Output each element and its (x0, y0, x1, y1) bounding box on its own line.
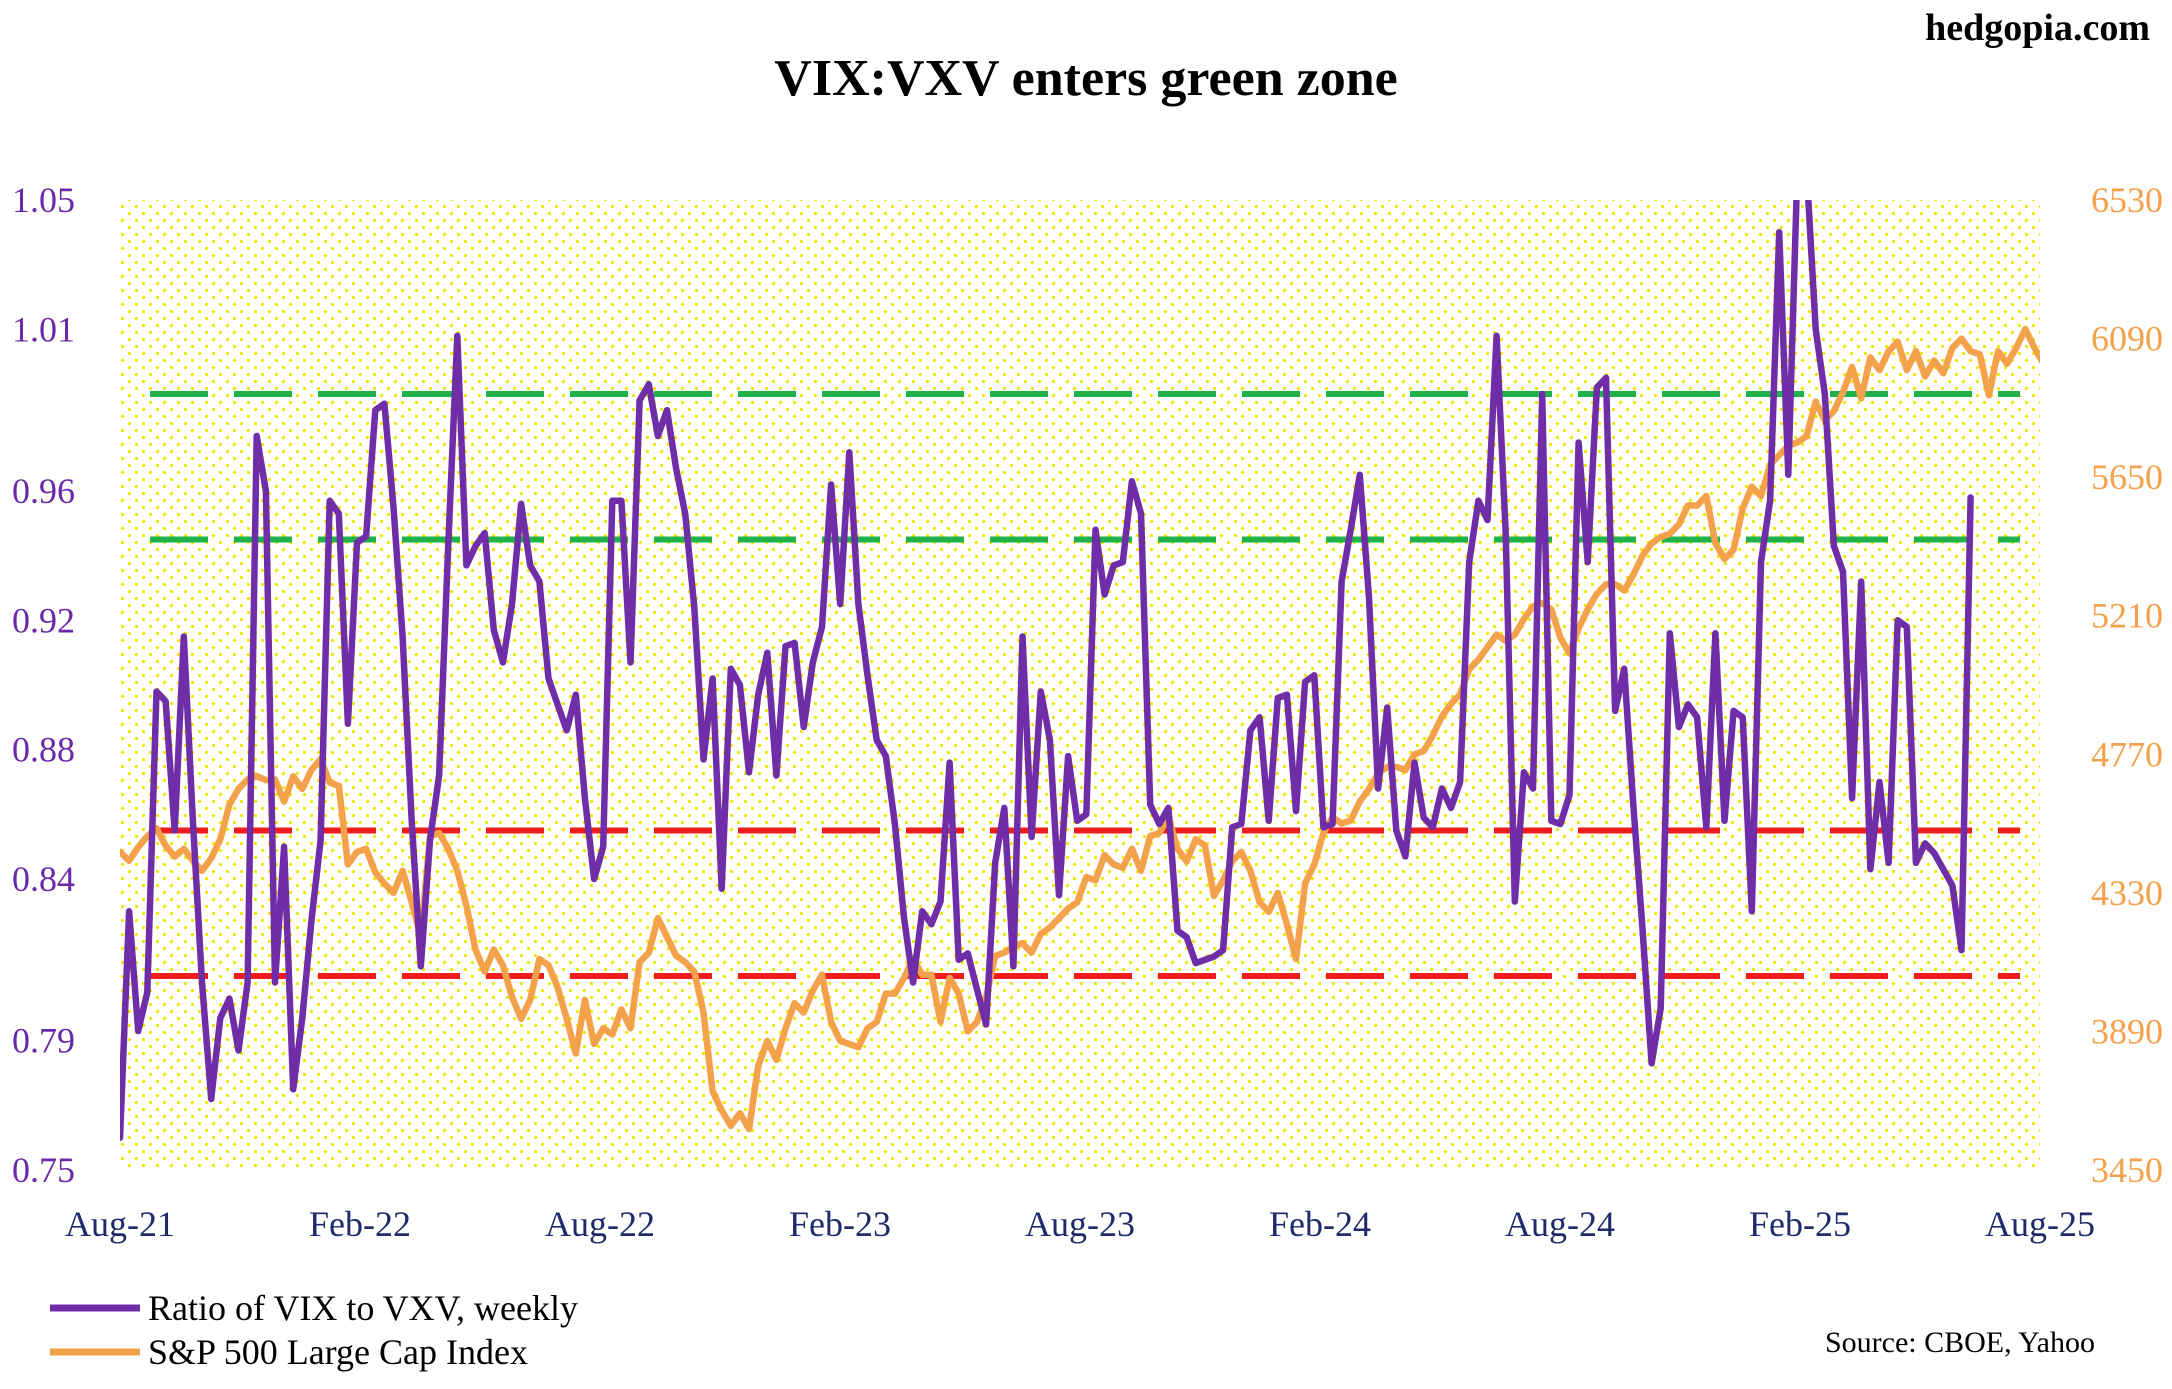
x-tick-label: Aug-24 (1505, 1204, 1615, 1244)
right-tick-label: 6090 (2091, 319, 2163, 359)
series-line-vix-ratio (120, 200, 1974, 1141)
x-axis: Aug-21 Feb-22 Aug-22 Feb-23 Aug-23 Feb-24 Aug-… (65, 1204, 2095, 1244)
left-tick-label: 1.01 (12, 309, 75, 349)
right-tick-label: 3890 (2091, 1011, 2163, 1051)
x-tick-label: Aug-23 (1025, 1204, 1135, 1244)
left-tick-label: 0.92 (12, 600, 75, 640)
watermark: hedgopia.com (1925, 7, 2150, 49)
legend-label-sp500: S&P 500 Large Cap Index (148, 1332, 528, 1372)
x-tick-label: Feb-25 (1749, 1204, 1851, 1244)
right-tick-label: 4770 (2091, 734, 2163, 774)
x-tick-label: Feb-23 (789, 1204, 891, 1244)
left-tick-label: 1.05 (12, 180, 75, 220)
right-tick-label: 5650 (2091, 457, 2163, 497)
chart-title: VIX:VXV enters green zone (774, 50, 1397, 107)
right-tick-label: 3450 (2091, 1150, 2163, 1190)
series-line-sp500 (120, 325, 2040, 1133)
source-note: Source: CBOE, Yahoo (1825, 1326, 2095, 1359)
left-tick-label: 0.96 (12, 471, 75, 511)
x-tick-label: Aug-21 (65, 1204, 175, 1244)
right-tick-label: 6530 (2091, 180, 2163, 220)
left-tick-label: 0.84 (12, 859, 75, 899)
x-tick-label: Feb-22 (309, 1204, 411, 1244)
left-tick-label: 0.75 (12, 1150, 75, 1190)
x-tick-label: Aug-25 (1985, 1204, 2095, 1244)
left-axis: 1.05 1.01 0.96 0.92 0.88 0.84 0.79 0.75 (12, 180, 75, 1190)
x-tick-label: Feb-24 (1269, 1204, 1371, 1244)
left-tick-label: 0.88 (12, 730, 75, 770)
right-axis: 6530 6090 5650 5210 4770 4330 3890 3450 (2091, 180, 2163, 1190)
legend: Ratio of VIX to VXV, weekly S&P 500 Larg… (50, 1288, 578, 1372)
right-tick-label: 5210 (2091, 596, 2163, 636)
series-layer (120, 200, 2040, 1141)
legend-label-vix-ratio: Ratio of VIX to VXV, weekly (148, 1288, 578, 1328)
x-tick-label: Aug-22 (545, 1204, 655, 1244)
zone-lines (150, 391, 2020, 979)
right-tick-label: 4330 (2091, 873, 2163, 913)
left-tick-label: 0.79 (12, 1021, 75, 1061)
